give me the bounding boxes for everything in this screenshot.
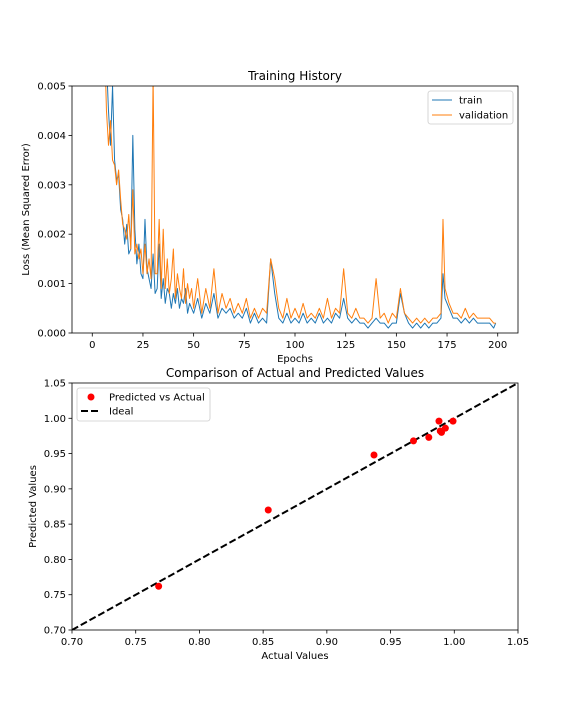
- training-history-axes: 0 25 50 75 100 125 150 175 200 0.000 0.001 0.002 0.0…: [37, 82, 519, 351]
- x-tick-label: 25: [137, 340, 150, 351]
- legend-box: [427, 90, 514, 125]
- legend-label: validation: [459, 111, 508, 122]
- x-tick-label: 0.95: [379, 637, 401, 648]
- y-tick-label: 1.05: [44, 379, 66, 390]
- y-tick-label: 0.95: [44, 449, 66, 460]
- x-tick-label: 1.00: [443, 637, 465, 648]
- legend-swatch-predicted: [87, 393, 95, 401]
- x-tick-label: 0: [89, 340, 95, 351]
- scatter-point: [441, 424, 449, 432]
- x-tick-label: 0.80: [188, 637, 210, 648]
- scatter-point: [155, 582, 163, 590]
- axes-frame: [71, 382, 519, 631]
- series-line-validation: [105, 86, 496, 324]
- x-tick-label: 150: [387, 340, 406, 351]
- x-tick-label: 175: [437, 340, 456, 351]
- x-tick-label: 125: [336, 340, 355, 351]
- y-tick-label: 0.80: [44, 555, 66, 566]
- y-tick-label: 1.00: [44, 414, 66, 425]
- x-tick-label: 50: [187, 340, 200, 351]
- y-tick-label: 0.004: [37, 131, 66, 142]
- y-axis-label: Predicted Values: [28, 465, 39, 548]
- training-history-legend: train validation: [427, 90, 514, 125]
- x-axis-label: Actual Values: [261, 651, 328, 662]
- y-tick-label: 0.85: [44, 520, 66, 531]
- legend-label: Ideal: [109, 407, 133, 418]
- scatter-point: [435, 417, 443, 425]
- y-axis-label: Loss (Mean Squared Error): [21, 143, 32, 276]
- x-tick-label: 0.75: [125, 637, 147, 648]
- comparison-legend: Predicted vs Actual Ideal: [76, 387, 211, 422]
- x-tick-label: 75: [238, 340, 251, 351]
- chart-title: Comparison of Actual and Predicted Value…: [166, 366, 424, 380]
- y-tick-label: 0.005: [37, 82, 66, 93]
- y-tick-label: 0.70: [44, 626, 66, 637]
- legend-label: Predicted vs Actual: [109, 393, 205, 404]
- training-history-plot-area: [105, 86, 497, 329]
- x-tick-label: 0.90: [316, 637, 338, 648]
- training-history-chart: Training History 0 25 50 75 100 125 150 175 2000…: [21, 69, 519, 365]
- x-tick-label: 1.05: [507, 637, 529, 648]
- y-tick-label: 0.90: [44, 484, 66, 495]
- y-tick-label: 0.001: [37, 279, 66, 290]
- y-tick-label: 0.003: [37, 180, 66, 191]
- scatter-point: [370, 451, 378, 459]
- scatter-point: [425, 433, 433, 441]
- series-line-train: [106, 86, 497, 329]
- x-tick-label: 100: [285, 340, 304, 351]
- chart-title: Training History: [247, 69, 342, 83]
- scatter-point: [449, 417, 457, 425]
- ideal-line: [72, 383, 518, 630]
- legend-box: [76, 387, 211, 422]
- x-tick-label: 0.70: [61, 637, 83, 648]
- y-tick-label: 0.002: [37, 230, 66, 241]
- scatter-point: [410, 437, 418, 445]
- y-tick-label: 0.75: [44, 590, 66, 601]
- scatter-point: [264, 506, 272, 514]
- y-tick-label: 0.000: [37, 329, 66, 340]
- x-tick-label: 200: [488, 340, 507, 351]
- comparison-plot-area: [72, 383, 518, 630]
- x-axis-label: Epochs: [277, 354, 313, 365]
- legend-label: train: [459, 96, 482, 107]
- comparison-chart: Comparison of Actual and Predicted Value…: [28, 366, 529, 662]
- x-tick-label: 0.85: [252, 637, 274, 648]
- comparison-axes: 0.70 0.75 0.80 0.85 0.90 0.95 1.00 1.05 0.70 0.75…: [44, 379, 529, 649]
